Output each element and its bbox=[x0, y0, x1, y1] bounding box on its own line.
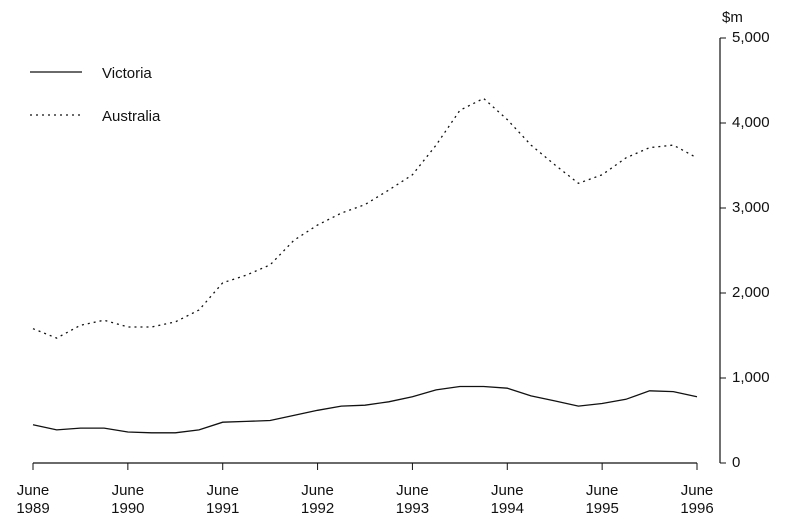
legend-label: Australia bbox=[102, 108, 161, 125]
x-tick-label: June 1992 bbox=[300, 482, 335, 517]
x-tick-label: June 1989 bbox=[16, 482, 50, 517]
x-tick-label: June 1993 bbox=[395, 482, 430, 517]
x-tick-label: June 1995 bbox=[585, 482, 619, 517]
x-tick-label: June 1991 bbox=[206, 482, 240, 517]
x-tick-label: June 1996 bbox=[680, 482, 714, 517]
line-series bbox=[32, 97, 698, 339]
y-axis-label: $m bbox=[722, 9, 743, 26]
y-tick-label: 0 bbox=[732, 454, 740, 471]
x-tick-label: June 1990 bbox=[111, 482, 145, 517]
y-tick-label: 5,000 bbox=[732, 29, 770, 46]
y-tick-label: 2,000 bbox=[732, 284, 770, 301]
y-tick-label: 4,000 bbox=[732, 114, 770, 131]
y-tick-label: 3,000 bbox=[732, 199, 770, 216]
y-tick-label: 1,000 bbox=[732, 369, 770, 386]
line-series bbox=[32, 385, 698, 434]
legend-label: Victoria bbox=[102, 65, 152, 82]
x-tick-label: June 1994 bbox=[490, 482, 524, 517]
